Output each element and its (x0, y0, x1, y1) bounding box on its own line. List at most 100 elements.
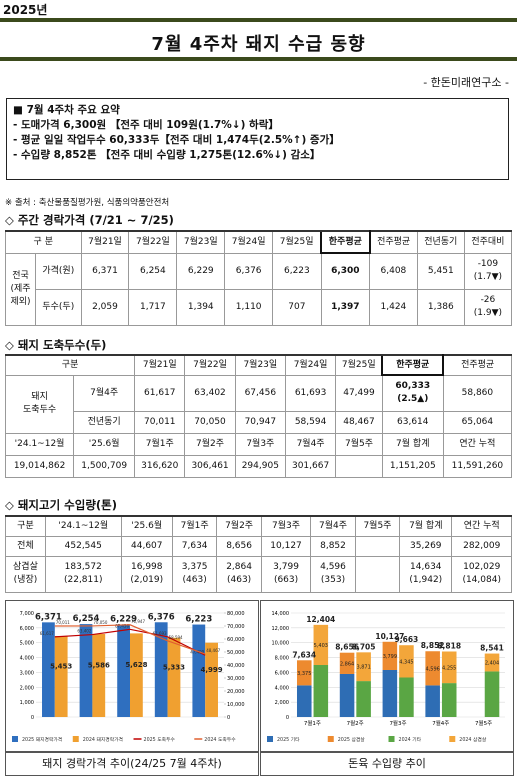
cell: 183,572 (22,811) (44, 555, 122, 593)
cell: 63,402 (184, 374, 236, 412)
cell: 2,059 (80, 288, 130, 326)
bar (79, 624, 93, 717)
bar-segment (441, 683, 457, 717)
value-label: 61,693 (153, 631, 167, 636)
value-label: 3,871 (356, 665, 370, 671)
value-label: 67,456 (115, 623, 129, 628)
cell: 6,300 (320, 252, 371, 290)
header-cell: 7월24일 (284, 354, 337, 376)
cell: 전체 (5, 535, 46, 557)
chart: 0 1,000 2,000 3,000 4,000 5,000 6,000 7,000 0 10,… (12, 611, 245, 743)
legend-label: 2024 도축두수 (204, 736, 236, 743)
header-cell: 구 분 (5, 230, 82, 254)
cell: 3,799 (663) (260, 555, 312, 593)
header-cell: '24.1~12월 (44, 515, 122, 537)
row: '24.1~12월 '25.6월 7월1주 7월2주 7월3주 7월4주 7월5주 7월 합계… (4, 432, 513, 456)
cell-line: (1.7▼) (473, 272, 503, 282)
cell: 306,461 (184, 454, 236, 478)
y-tick-label: 4,000 (275, 685, 289, 691)
bar-segment (339, 673, 355, 717)
cell: 1,394 (176, 288, 226, 326)
cell: 1,110 (224, 288, 274, 326)
legend-swatch (388, 736, 395, 742)
legend-label: 2025 삼겹살 (338, 736, 366, 743)
legend-label: 2024 돼지경락가격 (83, 736, 123, 743)
header-cell: 7월23일 (176, 230, 226, 254)
rule (0, 18, 517, 22)
cell: 전국 (제주 제외) (4, 252, 37, 326)
cell: 1,386 (416, 288, 465, 326)
summary-box: ■ 7월 4주차 주요 요약 - 도매가격 6,300원 【전주 대비 109원… (6, 98, 509, 180)
cell: 6,229 (176, 252, 226, 290)
value-label: 6,371 (35, 612, 62, 622)
value-label: 4,255 (442, 665, 456, 671)
y-tick-label: 3,000 (20, 670, 34, 676)
value-label: 5,333 (163, 663, 185, 671)
cell: 8,656 (216, 535, 262, 557)
bar-segment (382, 641, 398, 670)
cell: 316,620 (134, 454, 186, 478)
cell: 707 (272, 288, 322, 326)
value-label: 4,596 (426, 666, 440, 672)
header-cell: 전주평균 (369, 230, 418, 254)
cell: 44,607 (120, 535, 173, 557)
header-cell: 7월24일 (224, 230, 274, 254)
cell-line: 183,572 (64, 562, 102, 572)
header-cell: 7월2주 (216, 515, 262, 537)
bar-segment (425, 685, 440, 717)
legend-swatch (267, 736, 273, 742)
cell (335, 454, 383, 478)
bar (117, 624, 130, 717)
bar-segment (399, 645, 414, 678)
y-tick-label: 12,000 (272, 626, 290, 632)
section-heading: ◇ 돼지 도축두수(두) (5, 338, 107, 352)
value-label: 58,594 (169, 635, 183, 640)
y2-tick-label: 80,000 (227, 611, 245, 617)
header-cell: 구분 (5, 515, 46, 537)
cell: 연간 누적 (442, 432, 513, 456)
legend-swatch (12, 736, 18, 742)
cell: 1,151,205 (381, 454, 444, 478)
cell-line: 3,799 (273, 562, 299, 572)
x-tick-label: 7월3주 (389, 719, 406, 727)
chart-panel: 0 2,000 4,000 6,000 8,000 10,000 12,000 14,000 7… (260, 600, 514, 752)
header-cell: 한주평균 (320, 230, 371, 254)
cell: 47,499 (335, 374, 383, 412)
cell: 8,852 (310, 535, 356, 557)
cell: 7월2주 (184, 432, 236, 456)
total-label: 8,656 (335, 643, 359, 652)
cell-line: (1,942) (409, 575, 443, 585)
bar (167, 637, 181, 717)
y-tick-label: 2,000 (20, 685, 34, 691)
cell: 10,127 (260, 535, 312, 557)
bar-segment (313, 624, 329, 665)
legend-label: 2025 기타 (277, 736, 300, 743)
y2-tick-label: 70,000 (227, 624, 245, 630)
cell: 1,500,709 (73, 454, 136, 478)
legend-swatch (72, 736, 79, 742)
total-label: 10,127 (375, 632, 404, 641)
header-cell: 전주평균 (442, 354, 513, 376)
y-tick-label: 14,000 (272, 611, 290, 617)
legend-swatch (449, 736, 456, 742)
price-table: 구 분 7월21일 7월22일 7월23일 7월24일 7월25일 한주평균 전주평균 전년동기… (4, 230, 513, 326)
title: 7월 4주차 돼지 수급 동향 (151, 34, 366, 55)
y2-tick-label: 50,000 (227, 650, 245, 656)
row: 전년동기 70,011 70,050 70,947 58,594 48,467 63,614… (6, 410, 513, 434)
summary-item: - 도매가격 6,300원 【전주 대비 109원(1.7%↓) 하락】 (13, 119, 279, 131)
cell-line: (463) (182, 575, 207, 585)
bar (54, 635, 68, 717)
cell: 294,905 (234, 454, 286, 478)
cell: 3,375 (463) (171, 555, 218, 593)
row: 구분 7월21일 7월22일 7월23일 7월24일 7월25일 한주평균 전주평균 (4, 354, 513, 376)
summary-heading: ■ 7월 4주차 주요 요약 (13, 104, 120, 116)
row: 전체 452,545 44,607 7,634 8,656 10,127 8,852 35,2… (5, 535, 512, 557)
cell-line: (1.9▼) (473, 308, 503, 318)
bar-segment (382, 669, 398, 717)
cell (354, 555, 401, 593)
header-cell: 7월4주 (310, 515, 356, 537)
line (54, 624, 206, 655)
organization: - 한돈미래연구소 - (423, 76, 509, 89)
cell: 61,693 (284, 374, 337, 412)
